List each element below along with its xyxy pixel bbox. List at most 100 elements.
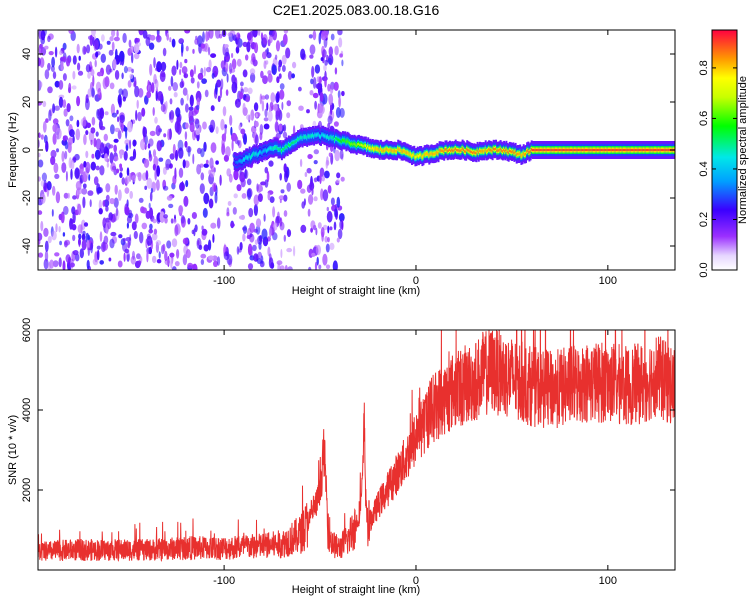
trace-segment: [265, 149, 268, 153]
trace-segment: [256, 153, 259, 157]
noise-blob: [156, 34, 160, 41]
noise-blob: [257, 193, 263, 203]
noise-blob: [178, 167, 184, 178]
noise-blob: [44, 240, 49, 252]
noise-blob: [226, 212, 230, 217]
noise-blob: [85, 161, 91, 174]
noise-blob: [145, 36, 151, 47]
trace-segment: [239, 159, 242, 162]
y-tick-label: -40: [21, 238, 33, 254]
trace-segment: [519, 152, 522, 155]
noise-blob: [185, 122, 189, 129]
noise-blob: [243, 169, 249, 179]
trace-segment: [422, 155, 425, 158]
trace-segment: [482, 149, 485, 153]
noise-blob: [108, 212, 113, 221]
noise-blob: [246, 178, 252, 186]
noise-blob: [174, 167, 177, 180]
colorbar-tick-label: 0.8: [698, 60, 710, 75]
trace-segment: [331, 137, 334, 140]
trace-segment: [322, 133, 325, 136]
noise-blob: [230, 222, 235, 228]
noise-blob: [194, 38, 199, 45]
noise-blob: [53, 162, 59, 174]
noise-blob: [335, 179, 341, 184]
noise-blob: [216, 256, 221, 266]
trace-segment: [429, 153, 432, 156]
noise-blob: [152, 107, 155, 116]
noise-blob: [316, 76, 320, 83]
noise-blob: [309, 90, 314, 96]
trace-segment: [388, 149, 390, 152]
trace-segment: [587, 148, 590, 152]
noise-blob: [254, 134, 259, 146]
noise-blob: [231, 132, 238, 142]
noise-blob: [181, 42, 184, 53]
noise-blob: [330, 103, 333, 116]
noise-blob: [47, 236, 52, 244]
noise-blob: [101, 34, 105, 42]
trace-segment: [255, 151, 258, 155]
trace-segment: [516, 152, 519, 156]
trace-segment: [393, 149, 396, 152]
noise-blob: [65, 119, 70, 127]
trace-segment: [650, 148, 653, 152]
noise-blob: [50, 156, 56, 166]
noise-blob: [237, 140, 240, 146]
trace-segment: [431, 152, 434, 156]
noise-blob: [124, 206, 130, 216]
noise-blob: [58, 257, 62, 268]
trace-segment: [481, 150, 484, 153]
noise-blob: [58, 80, 64, 90]
noise-blob: [85, 150, 89, 159]
trace-segment: [533, 148, 535, 152]
noise-blob: [336, 172, 341, 179]
noise-blob: [208, 46, 211, 56]
noise-blob: [269, 106, 271, 113]
trace-segment: [618, 148, 621, 152]
noise-blob: [111, 41, 115, 52]
noise-blob: [330, 33, 335, 41]
noise-blob: [172, 143, 176, 156]
noise-blob: [118, 88, 124, 95]
trace-segment: [440, 149, 443, 152]
noise-blob: [200, 148, 205, 158]
trace-segment: [327, 135, 329, 138]
noise-blob: [280, 189, 285, 194]
trace-segment: [571, 148, 573, 152]
noise-blob: [149, 223, 153, 230]
noise-blob: [61, 150, 65, 163]
noise-blob: [144, 185, 148, 190]
noise-blob: [123, 252, 126, 262]
noise-blob: [111, 30, 116, 37]
trace-segment: [375, 147, 378, 150]
noise-blob: [195, 127, 200, 136]
noise-blob: [131, 68, 134, 74]
noise-blob: [276, 215, 281, 224]
noise-blob: [190, 77, 195, 84]
noise-blob: [38, 232, 43, 241]
noise-blob: [74, 253, 80, 262]
trace-segment: [658, 148, 661, 152]
noise-blob: [96, 71, 103, 77]
trace-segment: [652, 148, 655, 152]
trace-segment: [330, 135, 333, 139]
noise-blob: [229, 62, 233, 75]
noise-blob: [133, 230, 138, 240]
noise-blob: [54, 252, 60, 257]
noise-blob: [66, 103, 71, 113]
noise-blob: [82, 183, 87, 189]
noise-blob: [227, 201, 232, 206]
noise-blob: [189, 69, 194, 78]
trace-segment: [407, 152, 410, 155]
trace-segment: [663, 148, 666, 152]
noise-blob: [210, 165, 215, 173]
noise-blob: [329, 84, 334, 94]
noise-blob: [213, 260, 218, 267]
trace-segment: [351, 142, 354, 146]
noise-blob: [47, 86, 53, 94]
noise-blob: [38, 210, 43, 215]
noise-blob: [192, 129, 196, 141]
noise-blob: [179, 81, 184, 89]
trace-segment: [566, 148, 569, 152]
